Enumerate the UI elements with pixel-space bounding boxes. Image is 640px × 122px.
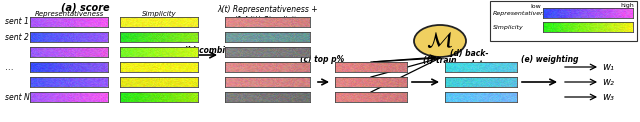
Text: λ(t) Representativeness +
(1-λ(t)) Simplicity: λ(t) Representativeness + (1-λ(t)) Simpl…: [217, 5, 318, 25]
Text: w₃: w₃: [602, 92, 614, 102]
Text: sent N: sent N: [5, 92, 29, 102]
Text: Representativeness: Representativeness: [35, 11, 104, 17]
Text: w₂: w₂: [602, 77, 614, 87]
Text: Simplicity: Simplicity: [493, 25, 524, 30]
Text: ...: ...: [5, 62, 13, 71]
Text: $\mathcal{M}$: $\mathcal{M}$: [426, 31, 454, 51]
Text: (c) top p%: (c) top p%: [300, 55, 344, 63]
Text: Simplicity: Simplicity: [141, 11, 176, 17]
FancyBboxPatch shape: [490, 1, 637, 41]
Text: sent 1: sent 1: [5, 17, 29, 26]
Text: (f) train: (f) train: [423, 56, 457, 66]
Text: sent 2: sent 2: [5, 32, 29, 41]
Ellipse shape: [414, 25, 466, 57]
Text: (d) back-
translate: (d) back- translate: [450, 49, 489, 69]
Text: (e) weighting: (e) weighting: [521, 55, 579, 63]
Text: (a) score: (a) score: [61, 3, 109, 13]
Text: w₁: w₁: [602, 62, 614, 72]
Text: Representativeness: Representativeness: [493, 10, 556, 15]
Text: low: low: [531, 4, 541, 9]
Text: high: high: [620, 4, 634, 9]
Text: (b) combine: (b) combine: [184, 46, 236, 55]
